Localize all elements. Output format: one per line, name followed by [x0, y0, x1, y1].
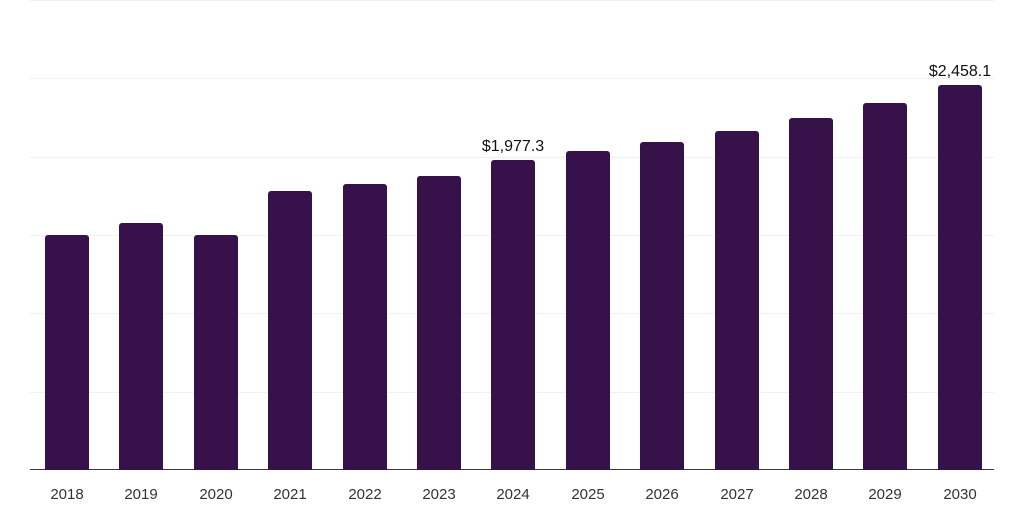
bar-2022[interactable]: [343, 184, 387, 470]
x-tick-label: 2026: [645, 486, 679, 503]
x-tick-label: 2029: [868, 486, 902, 503]
bar-2018[interactable]: [45, 235, 89, 470]
x-tick-label: 2021: [273, 486, 307, 503]
data-label: $1,977.3: [481, 138, 545, 155]
x-tick-label: 2024: [496, 486, 530, 503]
x-tick-label: 2030: [943, 486, 977, 503]
x-tick-label: 2018: [50, 486, 84, 503]
x-tick-label: 2025: [571, 486, 605, 503]
x-tick-label: 2022: [348, 486, 382, 503]
x-tick-label: 2028: [794, 486, 828, 503]
bar-2020[interactable]: [194, 235, 238, 470]
bar-2024[interactable]: [491, 160, 535, 470]
bar-2030[interactable]: [938, 85, 982, 470]
bar-2026[interactable]: [640, 142, 684, 470]
gridline: [30, 157, 994, 158]
bar-2029[interactable]: [863, 103, 907, 470]
bar-2021[interactable]: [268, 191, 312, 470]
bar-2023[interactable]: [417, 176, 461, 470]
gridline: [30, 78, 994, 79]
x-tick-label: 2023: [422, 486, 456, 503]
data-label: $2,458.1: [928, 63, 992, 80]
bar-2028[interactable]: [789, 118, 833, 470]
x-tick-label: 2019: [124, 486, 158, 503]
x-tick-label: 2027: [720, 486, 754, 503]
bar-2019[interactable]: [119, 223, 163, 470]
gridline: [30, 0, 994, 1]
bar-2025[interactable]: [566, 151, 610, 470]
x-tick-label: 2020: [199, 486, 233, 503]
bar-2027[interactable]: [715, 131, 759, 470]
